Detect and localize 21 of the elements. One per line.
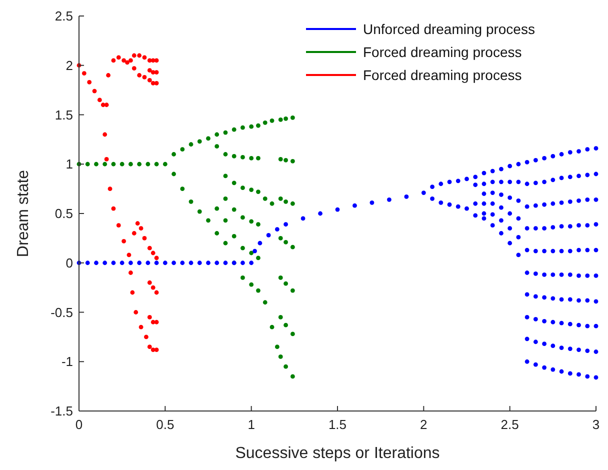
y-axis-title: Dream state <box>15 170 32 258</box>
y-tick-label: 0.5 <box>54 206 73 221</box>
y-tick-label: 2.5 <box>54 8 73 24</box>
legend-label: Forced dreaming process <box>363 44 522 60</box>
legend-label: Forced dreaming process <box>363 67 522 83</box>
x-tick-label: 1 <box>248 417 255 432</box>
y-tick-label: 0 <box>66 255 73 270</box>
x-axis-title: Sucessive steps or Iterations <box>235 445 440 462</box>
x-tick-label: 0 <box>75 417 83 432</box>
y-tick-label: -0.5 <box>50 304 73 320</box>
x-tick-label: 3 <box>592 417 600 432</box>
y-tick-label: -1.5 <box>50 404 73 418</box>
y-tick-label: -1 <box>61 354 73 370</box>
x-tick-label: 2 <box>420 417 428 432</box>
y-tick-label: 2 <box>66 58 73 73</box>
y-tick-label: 1.5 <box>54 107 73 122</box>
x-tick-label: 0.5 <box>156 417 174 432</box>
y-tick-label: 1 <box>66 156 73 172</box>
legend-label: Unforced dreaming process <box>363 21 535 37</box>
x-tick-label: 2.5 <box>500 417 519 432</box>
x-tick-label: 1.5 <box>328 417 347 432</box>
